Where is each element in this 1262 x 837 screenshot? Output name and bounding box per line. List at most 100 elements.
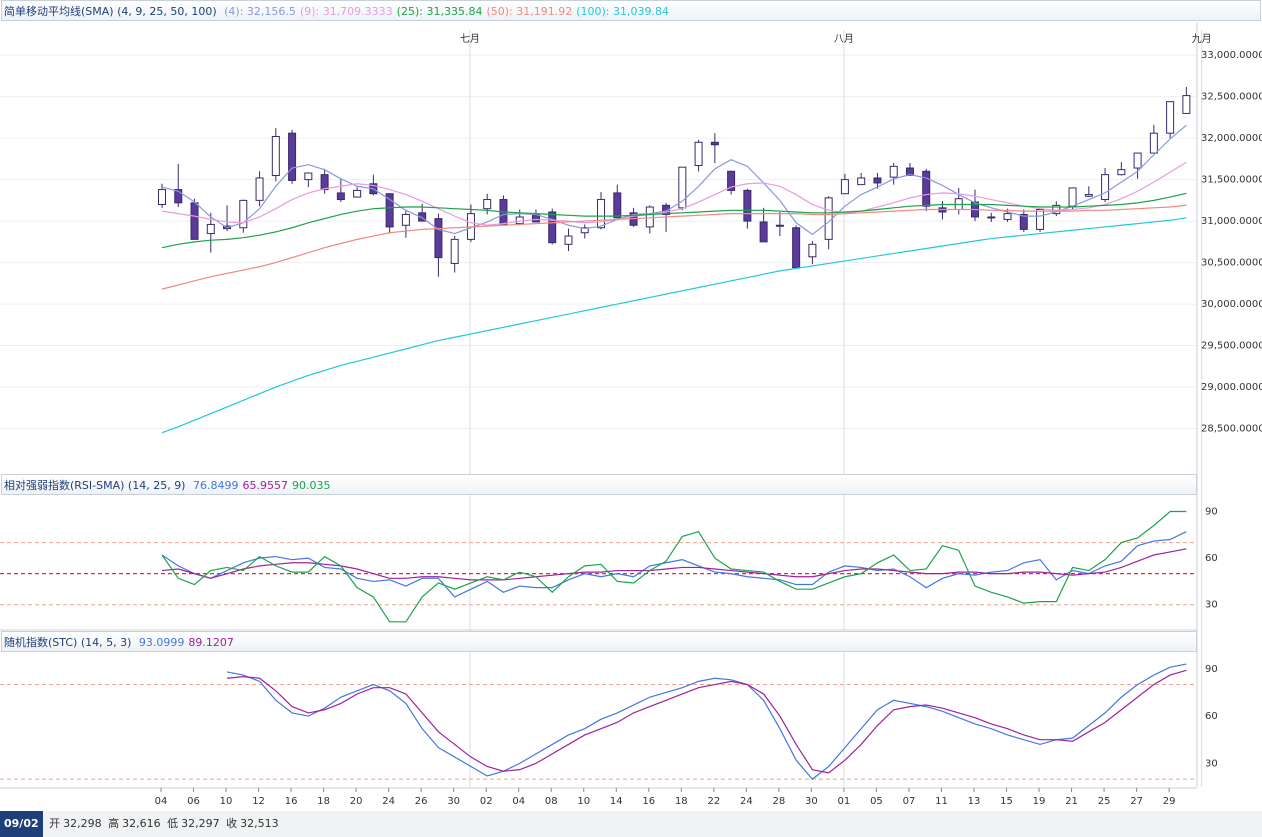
price-tick-label: 32,500.0000 xyxy=(1201,92,1262,103)
stc-line xyxy=(226,663,1187,780)
high-value: 32,616 xyxy=(122,817,161,830)
price-tick-label: 30,500.0000 xyxy=(1201,258,1262,269)
x-tick-label: 13 xyxy=(968,796,981,807)
x-tick-label: 15 xyxy=(1000,796,1013,807)
x-tick-label: 22 xyxy=(707,796,720,807)
axes: 33,000.0000 32,500.0000 32,000.0000 31,500.… xyxy=(0,22,1262,807)
rsi-tick-label: 90 xyxy=(1205,507,1218,518)
stc-tick-label: 90 xyxy=(1205,664,1218,675)
candle-body xyxy=(922,170,931,207)
candle-body xyxy=(792,227,801,269)
x-tick-label: 07 xyxy=(903,796,916,807)
month-label: 七月 xyxy=(460,33,480,45)
month-label: 八月 xyxy=(834,33,854,45)
sma-line xyxy=(161,204,1187,290)
candle-body xyxy=(1101,174,1110,201)
x-tick-label: 12 xyxy=(252,796,265,807)
selected-date: 09/02 xyxy=(0,811,43,837)
sma-legend-item: (100): 31,039.84 xyxy=(576,5,669,18)
candle-body xyxy=(987,216,996,219)
x-tick-label: 24 xyxy=(382,796,395,807)
candle-body xyxy=(1068,187,1077,207)
ohlc-footer: 09/02 开 32,298 高 32,616 低 32,297 收 32,513 xyxy=(0,811,1262,837)
x-tick-label: 27 xyxy=(1130,796,1143,807)
candle-body xyxy=(255,177,264,201)
price-tick-label: 32,000.0000 xyxy=(1201,133,1262,144)
candle-body xyxy=(1117,169,1126,176)
x-tick-label: 05 xyxy=(870,796,883,807)
rsi-legend: 相对强弱指数(RSI-SMA) (14, 25, 9) 76.8499 65.95… xyxy=(1,474,1197,495)
candle-body xyxy=(548,211,557,244)
sma-line xyxy=(161,217,1187,434)
x-tick-label: 11 xyxy=(935,796,948,807)
x-tick-label: 04 xyxy=(155,796,168,807)
candle-body xyxy=(564,235,573,245)
low-label: 低 xyxy=(167,817,179,830)
stc-panel xyxy=(0,663,1197,780)
candle-body xyxy=(873,177,882,184)
price-tick-label: 29,000.0000 xyxy=(1201,382,1262,393)
rsi-line xyxy=(161,548,1187,581)
candle-body xyxy=(206,223,215,235)
candle-body xyxy=(288,132,297,181)
stc-tick-label: 60 xyxy=(1205,711,1218,722)
sma-legend-item: (25): 31,335.84 xyxy=(396,5,483,18)
candle-body xyxy=(824,197,833,240)
grid-lines xyxy=(0,30,1203,787)
x-tick-label: 02 xyxy=(480,796,493,807)
stc-line xyxy=(226,669,1187,774)
candle-body xyxy=(905,167,914,176)
candle-body xyxy=(1166,101,1175,134)
candle-body xyxy=(759,221,768,243)
candle-body xyxy=(418,212,427,222)
candle-body xyxy=(385,193,394,228)
candle-body xyxy=(1149,132,1158,154)
x-tick-label: 06 xyxy=(187,796,200,807)
x-tick-label: 28 xyxy=(773,796,786,807)
open-value: 32,298 xyxy=(63,817,102,830)
rsi-tick-label: 30 xyxy=(1205,600,1218,611)
stc-title: 随机指数(STC) (14, 5, 3) xyxy=(4,636,132,649)
candle-body xyxy=(401,213,410,226)
price-tick-label: 28,500.0000 xyxy=(1201,424,1262,435)
x-tick-label: 29 xyxy=(1163,796,1176,807)
x-tick-label: 14 xyxy=(610,796,623,807)
x-tick-label: 21 xyxy=(1065,796,1078,807)
rsi-line xyxy=(161,531,1187,598)
candle-body xyxy=(158,189,166,206)
candle-body xyxy=(190,202,199,240)
x-tick-label: 30 xyxy=(805,796,818,807)
price-panel xyxy=(158,87,1191,434)
candle-body xyxy=(840,179,849,195)
candle-body xyxy=(271,135,280,176)
sma-legend-item: (50): 31,191.92 xyxy=(486,5,573,18)
price-tick-label: 31,500.0000 xyxy=(1201,175,1262,186)
x-tick-label: 04 xyxy=(512,796,525,807)
close-label: 收 xyxy=(226,817,238,830)
candle-body xyxy=(710,141,719,146)
price-legend: 简单移动平均线(SMA) (4, 9, 25, 50, 100) (4): 32… xyxy=(1,0,1261,21)
candle-body xyxy=(808,243,817,258)
candle-body xyxy=(613,192,622,219)
x-tick-label: 30 xyxy=(447,796,460,807)
high-label: 高 xyxy=(108,817,120,830)
x-tick-label: 20 xyxy=(350,796,363,807)
candle-body xyxy=(678,166,687,209)
stc-legend-item: 93.0999 xyxy=(138,636,185,649)
price-tick-label: 30,000.0000 xyxy=(1201,299,1262,310)
x-tick-label: 26 xyxy=(415,796,428,807)
rsi-title: 相对强弱指数(RSI-SMA) (14, 25, 9) xyxy=(4,479,186,492)
close-value: 32,513 xyxy=(240,817,279,830)
x-tick-label: 18 xyxy=(675,796,688,807)
x-tick-label: 08 xyxy=(545,796,558,807)
candle-body xyxy=(353,189,362,198)
sma-line xyxy=(161,124,1187,236)
x-tick-label: 01 xyxy=(838,796,851,807)
x-tick-label: 10 xyxy=(220,796,233,807)
rsi-tick-label: 60 xyxy=(1205,553,1218,564)
x-tick-label: 18 xyxy=(317,796,330,807)
candle-body xyxy=(450,238,459,264)
rsi-line xyxy=(161,510,1187,623)
candle-body xyxy=(597,199,606,229)
stc-legend: 随机指数(STC) (14, 5, 3) 93.0999 89.1207 xyxy=(1,631,1197,652)
